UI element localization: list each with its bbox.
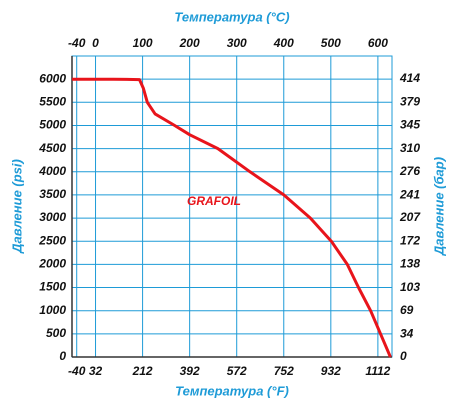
x-tick-label: 1112 (365, 364, 390, 378)
y2-tick-label: 103 (400, 280, 420, 294)
y2-tick-label: 276 (399, 164, 420, 178)
x-tick-label: 212 (132, 364, 153, 378)
y2-tick-label: 172 (400, 234, 420, 248)
y-tick-label: 0 (59, 349, 66, 363)
y2-tick-label: 34 (400, 326, 414, 340)
y-axis-title: Давление (psi) (9, 159, 24, 254)
y2-tick-label: 379 (400, 95, 420, 109)
y-tick-label: 500 (46, 326, 66, 340)
y2-axis-title: Давление (бар) (431, 157, 446, 256)
x2-tick-label: 500 (321, 36, 341, 50)
x2-tick-label: 400 (273, 36, 294, 50)
x-tick-label: 32 (89, 364, 103, 378)
y2-tick-label: 310 (400, 141, 420, 155)
data-line (72, 77, 392, 358)
y2-tick-label: 138 (400, 256, 420, 270)
y-tick-label: 5500 (39, 94, 66, 108)
x-axis-title: Температура (°F) (175, 383, 289, 398)
x2-tick-label: 0 (92, 36, 99, 50)
y-tick-label: 4000 (38, 164, 66, 178)
x-tick-label: 572 (227, 364, 247, 378)
y2-tick-label: 414 (399, 71, 420, 85)
y-tick-label: 3000 (39, 210, 66, 224)
y-tick-label: 4500 (38, 141, 66, 155)
x-tick-label: 932 (321, 364, 341, 378)
x2-tick-label: -40 (68, 36, 86, 50)
x2-tick-label: 600 (368, 36, 388, 50)
y-tick-label: 3500 (39, 187, 66, 201)
x-tick-label: 752 (274, 364, 294, 378)
y-tick-label: 2500 (38, 233, 66, 247)
y-tick-label: 1500 (39, 280, 66, 294)
y-tick-label: 6000 (39, 71, 66, 85)
x-tick-label: 392 (180, 364, 200, 378)
y2-tick-label: 207 (399, 210, 421, 224)
series-label: GRAFOIL (187, 194, 241, 208)
y2-tick-label: 69 (400, 303, 414, 317)
x2-tick-label: 300 (227, 36, 247, 50)
y-tick-label: 1000 (39, 303, 66, 317)
y2-tick-label: 0 (400, 349, 407, 363)
y2-tick-label: 345 (400, 117, 420, 131)
x2-axis-title: Температура (°C) (174, 9, 289, 24)
y-tick-label: 2000 (38, 257, 66, 271)
y-tick-label: 5000 (39, 118, 66, 132)
x2-tick-label: 200 (179, 36, 200, 50)
x-tick-label: -40 (68, 364, 86, 378)
y2-tick-label: 241 (399, 187, 420, 201)
x2-tick-label: 100 (133, 36, 153, 50)
